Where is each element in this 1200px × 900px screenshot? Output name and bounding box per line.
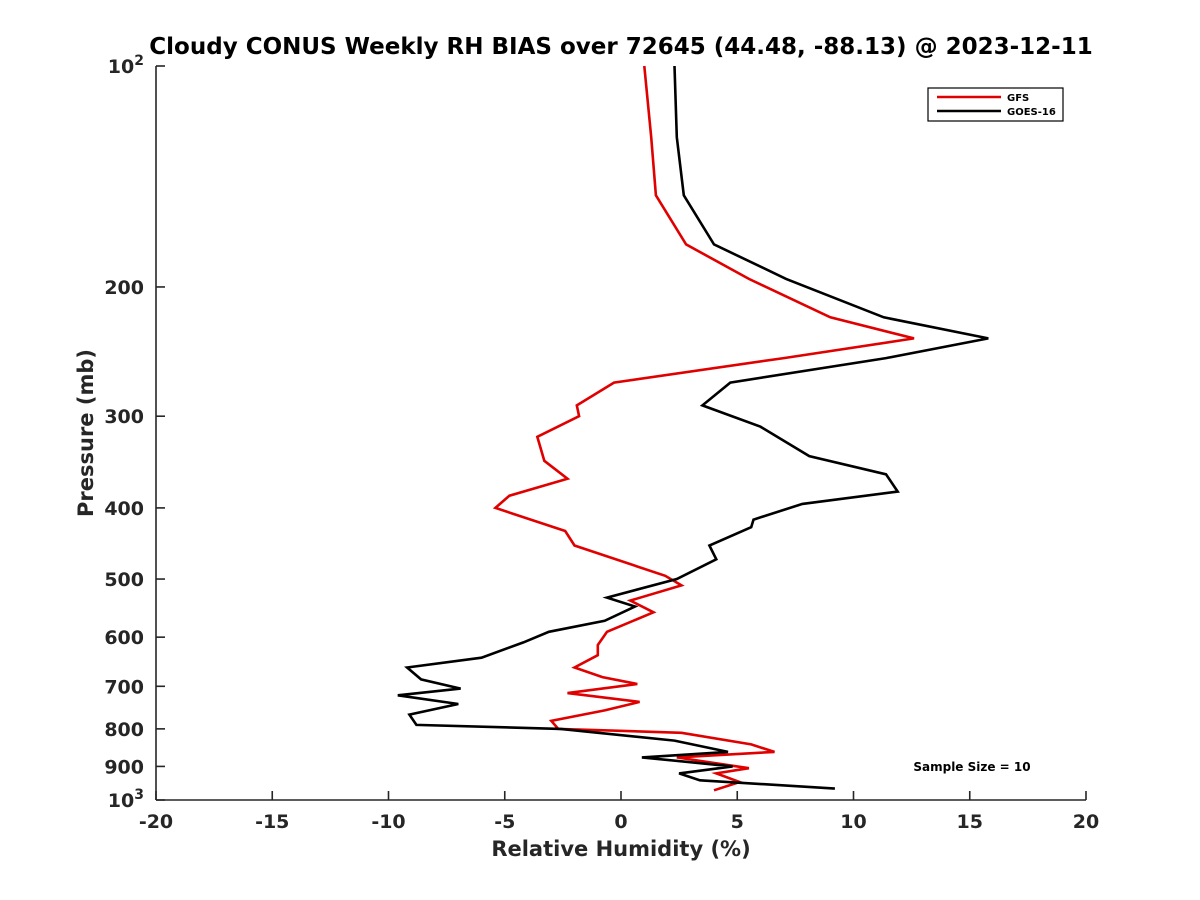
x-tick-label: 5 — [731, 811, 744, 833]
x-tick-label: -5 — [494, 811, 515, 833]
series-line-gfs — [492, 65, 915, 792]
y-tick-label: 200 — [104, 277, 144, 299]
legend-label-gfs: GFS — [1007, 93, 1029, 104]
plot-series — [397, 65, 989, 792]
y-tick-label: 700 — [104, 676, 144, 698]
legend-box — [927, 87, 1064, 122]
legend-label-goes-16: GOES-16 — [1007, 107, 1056, 118]
x-tick-label: -10 — [371, 811, 405, 833]
plot-axes — [155, 66, 1086, 801]
x-tick-label: -15 — [255, 811, 289, 833]
x-axis-label: Relative Humidity (%) — [491, 837, 750, 861]
x-tick-label: 20 — [1073, 811, 1099, 833]
sample-size-annotation: Sample Size = 10 — [913, 760, 1030, 774]
y-tick-label: 600 — [104, 627, 144, 649]
y-tick-label: 800 — [104, 719, 144, 741]
series-line-goes-16 — [397, 65, 989, 790]
y-tick-label: 500 — [104, 569, 144, 591]
x-tick-label: -20 — [139, 811, 173, 833]
y-tick-label: 900 — [104, 756, 144, 778]
y-tick-label: 300 — [104, 406, 144, 428]
axis-ticks: -20 -15 -10 -5 0 5 10 15 20 102 200 300 400 500 600 700… — [104, 53, 1099, 833]
chart-title: Cloudy CONUS Weekly RH BIAS over 72645 (… — [149, 34, 1092, 60]
x-tick-label: 0 — [614, 811, 627, 833]
x-tick-label: 10 — [840, 811, 866, 833]
legend: GFS GOES-16 — [927, 87, 1064, 122]
y-tick-label: 400 — [104, 498, 144, 520]
y-axis-label: Pressure (mb) — [74, 349, 98, 517]
x-tick-label: 15 — [957, 811, 983, 833]
y-tick-label: 103 — [108, 787, 144, 812]
y-tick-label: 102 — [108, 53, 144, 78]
